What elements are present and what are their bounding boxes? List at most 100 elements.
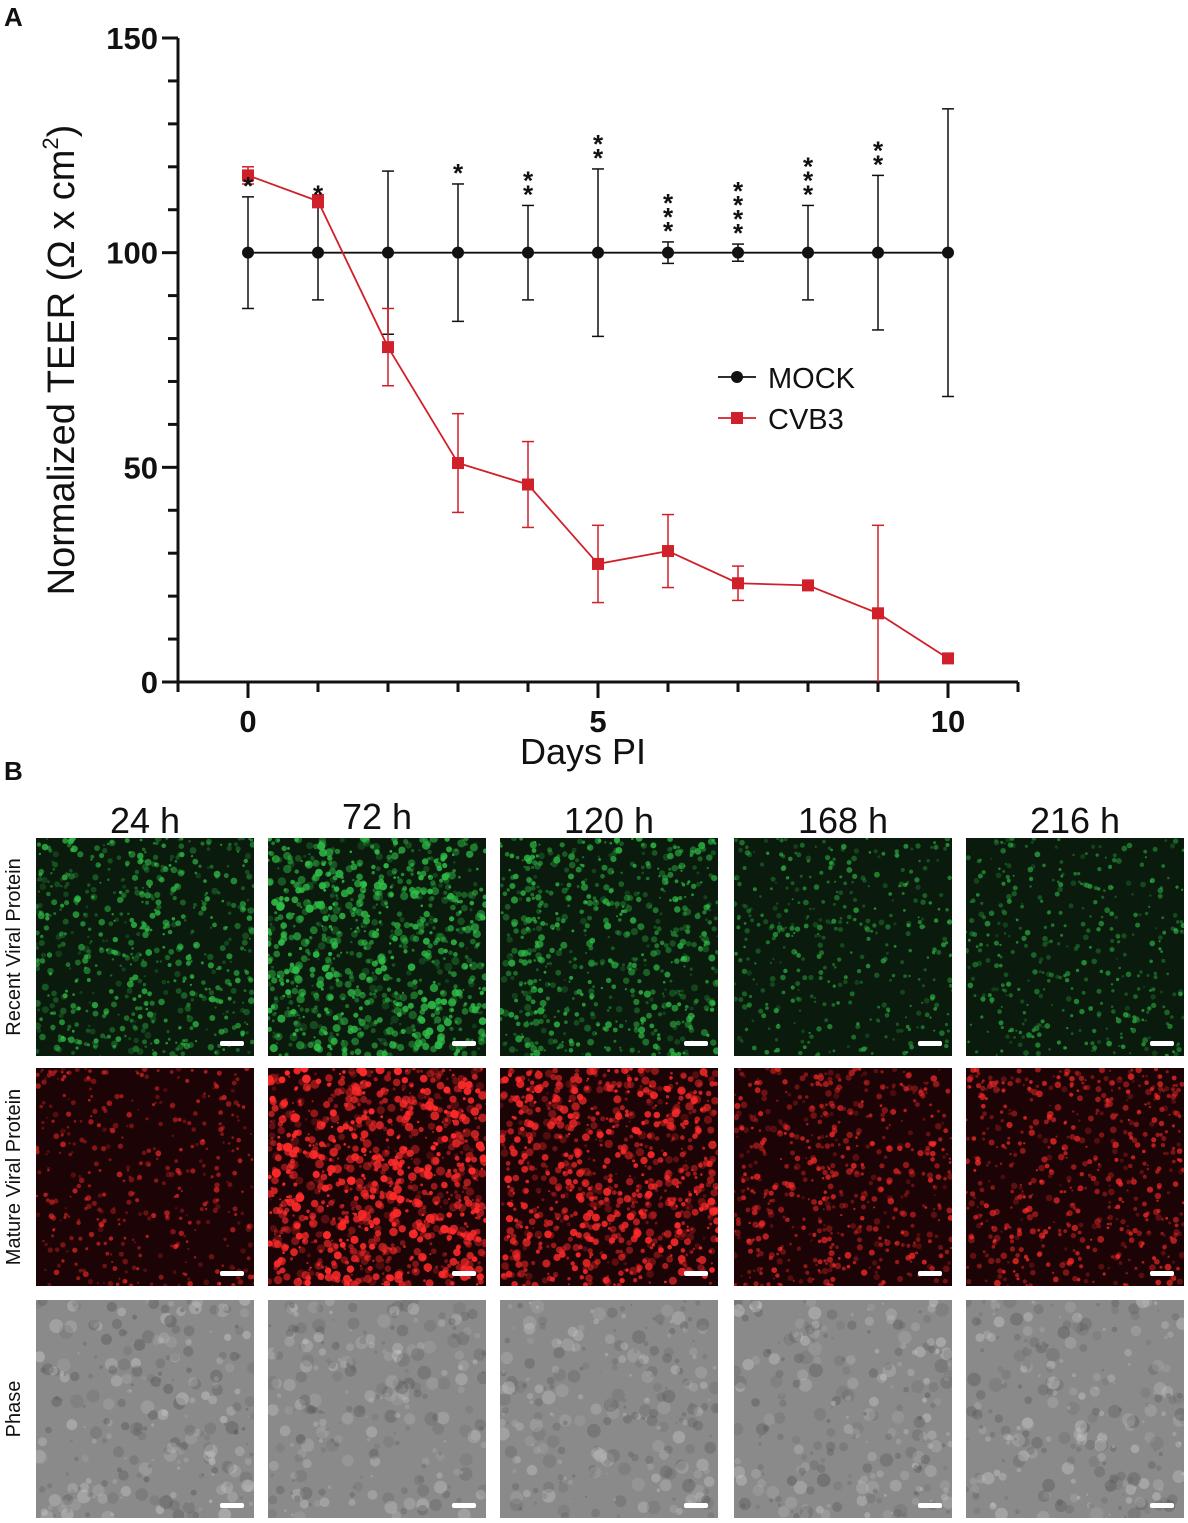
scale-bar — [452, 1041, 476, 1046]
legend-marker — [731, 412, 743, 424]
series-cvb3 — [242, 166, 954, 682]
micrograph-texture — [966, 1068, 1184, 1286]
significance-label: ** — [523, 165, 534, 209]
data-point — [662, 246, 674, 259]
scale-bar — [918, 1271, 942, 1276]
scale-bar — [1150, 1503, 1174, 1508]
micrograph-texture — [268, 1068, 486, 1286]
timepoint-label: 168 h — [797, 800, 889, 841]
series-mock — [242, 108, 954, 398]
scale-bar — [684, 1271, 708, 1276]
micrograph-texture — [734, 1068, 952, 1286]
micrograph-red-72h — [268, 1068, 486, 1286]
y-tick-label: 150 — [106, 21, 158, 56]
significance-label: ** — [593, 129, 604, 173]
data-point — [452, 457, 464, 470]
data-point — [662, 545, 674, 558]
micrograph-green-24h — [36, 838, 254, 1056]
micrograph-gray-72h — [268, 1300, 486, 1518]
timepoint-label: 120 h — [563, 800, 655, 841]
y-axis-title-main: Normalized TEER (Ω x cm — [41, 150, 83, 596]
legend-marker — [731, 371, 743, 383]
y-tick-label: 50 — [124, 450, 158, 485]
scale-bar — [220, 1271, 244, 1276]
legend-item-mock: MOCK — [718, 363, 856, 395]
micrograph-texture — [500, 1068, 718, 1286]
micrograph-green-168h — [734, 838, 952, 1056]
panel-a-label: A — [4, 2, 23, 32]
scale-bar — [918, 1041, 942, 1046]
significance-label: * — [243, 171, 254, 201]
data-point — [732, 577, 744, 590]
data-point — [382, 246, 394, 259]
significance-label: *** — [803, 151, 814, 209]
micrograph-red-120h — [500, 1068, 718, 1286]
legend-item-cvb3: CVB3 — [718, 404, 844, 436]
data-point — [802, 579, 814, 592]
data-point — [522, 246, 534, 259]
scale-bar — [684, 1041, 708, 1046]
significance-label: * — [313, 179, 324, 209]
timepoint-label: 72 h — [341, 796, 413, 837]
data-point — [592, 557, 604, 570]
y-tick-label: 100 — [106, 236, 158, 271]
data-point — [872, 246, 884, 259]
micrograph-texture — [268, 838, 486, 1056]
data-point — [382, 341, 394, 354]
data-point — [522, 478, 534, 491]
scale-bar — [918, 1503, 942, 1508]
x-axis-title: Days PI — [520, 731, 646, 772]
micrograph-green-216h — [966, 838, 1184, 1056]
micrograph-texture — [500, 1300, 718, 1518]
channel-label: Recent Viral Protein — [3, 858, 25, 1036]
data-point — [732, 246, 744, 259]
data-point — [942, 652, 954, 665]
data-point — [592, 246, 604, 259]
scale-bar — [452, 1503, 476, 1508]
data-point — [242, 246, 254, 259]
scale-bar — [684, 1503, 708, 1508]
micrograph-texture — [36, 838, 254, 1056]
x-tick-label: 5 — [589, 704, 606, 739]
data-point — [942, 246, 954, 259]
scale-bar — [1150, 1041, 1174, 1046]
micrograph-gray-168h — [734, 1300, 952, 1518]
y-tick-label: 0 — [141, 665, 158, 700]
micrograph-texture — [268, 1300, 486, 1518]
micrograph-texture — [734, 1300, 952, 1518]
micrograph-gray-24h — [36, 1300, 254, 1518]
x-tick-label: 10 — [931, 704, 965, 739]
timepoint-label: 24 h — [109, 800, 181, 841]
scale-bar — [220, 1041, 244, 1046]
micrograph-green-72h — [268, 838, 486, 1056]
scale-bar — [452, 1271, 476, 1276]
x-tick-label: 0 — [239, 704, 256, 739]
channel-label: Phase — [3, 1380, 25, 1438]
legend-label: MOCK — [768, 363, 856, 395]
micrograph-gray-120h — [500, 1300, 718, 1518]
scale-bar — [220, 1503, 244, 1508]
micrograph-texture — [500, 838, 718, 1056]
panel-b-label: B — [4, 756, 23, 786]
micrograph-texture — [36, 1300, 254, 1518]
micrograph-texture — [734, 838, 952, 1056]
data-point — [452, 246, 464, 259]
significance-label: **** — [733, 176, 744, 248]
data-point — [312, 195, 324, 208]
micrograph-red-216h — [966, 1068, 1184, 1286]
data-point — [802, 246, 814, 259]
legend-label: CVB3 — [768, 404, 844, 436]
significance-label: * — [453, 158, 464, 188]
significance-label: ** — [873, 135, 884, 179]
micrograph-green-120h — [500, 838, 718, 1056]
y-axis-title-end: ) — [41, 125, 83, 138]
data-point — [242, 169, 254, 182]
micrograph-texture — [966, 838, 1184, 1056]
y-axis-title: Normalized TEER (Ω x cm2) — [38, 125, 83, 596]
channel-label: Mature Viral Protein — [3, 1088, 25, 1266]
significance-label: *** — [663, 188, 674, 246]
data-point — [312, 246, 324, 259]
micrograph-gray-216h — [966, 1300, 1184, 1518]
micrograph-texture — [966, 1300, 1184, 1518]
